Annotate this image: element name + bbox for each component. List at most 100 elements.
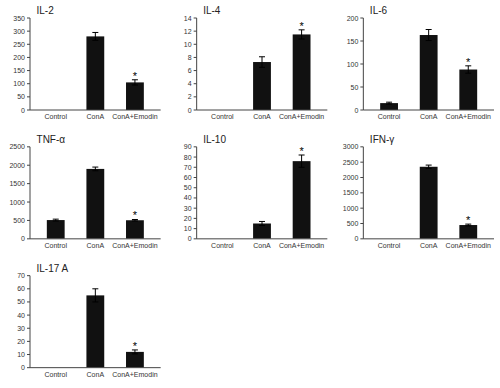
error-bar — [92, 289, 98, 302]
x-axis — [30, 110, 161, 111]
x-tick-label: ConA+Emodin — [112, 113, 157, 120]
x-tick-label: Control — [211, 242, 234, 249]
x-axis — [30, 238, 161, 239]
annotation: * — [133, 209, 138, 221]
y-tick-label: 50 — [17, 93, 25, 100]
y-tick-label: 500 — [347, 220, 359, 227]
y-axis — [196, 147, 197, 239]
y-tick-label: 50 — [184, 184, 192, 191]
panel-title: IFN-γ — [370, 134, 394, 145]
y-tick-label: 1000 — [343, 205, 359, 212]
panel-title: IL-4 — [203, 5, 221, 16]
y-tick-label: 200 — [13, 54, 25, 61]
y-tick-label: 50 — [351, 84, 359, 91]
y-tick-label: 2 — [188, 93, 192, 100]
y-axis — [30, 276, 31, 368]
bar — [420, 35, 438, 110]
x-tick-label: Control — [44, 242, 67, 249]
y-tick-label: 80 — [184, 154, 192, 161]
x-tick-label: Control — [44, 371, 67, 378]
annotation: * — [299, 20, 304, 32]
y-tick-label: 6 — [188, 67, 192, 74]
bar — [459, 225, 477, 239]
x-tick-label: ConA — [87, 371, 105, 378]
y-tick-label: 500 — [13, 217, 25, 224]
plot-area — [253, 155, 310, 239]
plot-area — [47, 167, 144, 239]
y-tick-label: 4 — [188, 80, 192, 87]
annotation: * — [133, 340, 138, 352]
annotation: * — [133, 70, 138, 82]
y-tick-label: 8 — [188, 54, 192, 61]
panel: TNF-α05001000150020002500*ControlConACon… — [9, 134, 160, 249]
y-axis — [196, 18, 197, 110]
panel: IL-402468101214*ControlConAConA+Emodin — [184, 5, 327, 120]
y-tick-label: 250 — [13, 41, 25, 48]
y-tick-label: 1000 — [9, 199, 25, 206]
bar — [459, 70, 477, 110]
y-tick-label: 300 — [13, 28, 25, 35]
y-tick-label: 40 — [17, 312, 25, 319]
x-tick-label: ConA — [420, 242, 438, 249]
y-axis — [363, 18, 364, 110]
x-axis — [197, 238, 328, 239]
x-tick-label: Control — [44, 113, 67, 120]
y-axis — [363, 147, 364, 239]
bar — [126, 82, 144, 110]
y-tick-label: 50 — [17, 298, 25, 305]
bar — [253, 224, 271, 239]
plot-area — [86, 289, 143, 368]
bar — [293, 34, 311, 110]
y-tick-label: 10 — [17, 351, 25, 358]
y-tick-label: 2000 — [9, 162, 25, 169]
annotation: * — [299, 145, 304, 157]
bar — [86, 169, 104, 239]
panel-title: IL-6 — [370, 5, 388, 16]
bar — [253, 62, 271, 110]
y-tick-label: 1500 — [9, 180, 25, 187]
panel: IL-2050100150200250300350*ControlConACon… — [13, 5, 160, 120]
y-tick-label: 0 — [21, 235, 25, 242]
y-tick-label: 3000 — [343, 143, 359, 150]
x-tick-label: ConA+Emodin — [279, 242, 324, 249]
x-tick-label: ConA — [87, 113, 105, 120]
y-tick-label: 0 — [21, 364, 25, 371]
bar — [47, 220, 65, 239]
y-tick-label: 90 — [184, 143, 192, 150]
figure: IL-2050100150200250300350*ControlConACon… — [0, 0, 500, 388]
y-tick-label: 12 — [184, 28, 192, 35]
x-axis — [363, 238, 494, 239]
plot-area — [380, 30, 477, 111]
panel-title: IL-17 A — [37, 263, 69, 274]
x-axis — [30, 367, 161, 368]
x-axis — [363, 110, 494, 111]
x-tick-label: ConA — [87, 242, 105, 249]
y-tick-label: 0 — [354, 235, 358, 242]
y-tick-label: 20 — [17, 338, 25, 345]
y-tick-label: 200 — [347, 15, 359, 22]
y-tick-label: 10 — [184, 41, 192, 48]
y-tick-label: 30 — [184, 205, 192, 212]
plot-area — [253, 30, 310, 110]
y-tick-label: 350 — [13, 15, 25, 22]
y-tick-label: 150 — [13, 67, 25, 74]
y-tick-label: 2500 — [343, 159, 359, 166]
x-tick-label: ConA+Emodin — [446, 113, 491, 120]
y-tick-label: 1500 — [343, 189, 359, 196]
x-tick-label: Control — [378, 242, 401, 249]
y-tick-label: 40 — [184, 194, 192, 201]
error-bar — [92, 167, 98, 171]
x-tick-label: ConA+Emodin — [112, 242, 157, 249]
panel: IL-17 A010203040506070*ControlConAConA+E… — [17, 263, 160, 378]
error-bar — [386, 102, 392, 104]
panel-title: IL-2 — [37, 5, 55, 16]
error-bar — [426, 165, 432, 168]
y-tick-label: 70 — [17, 272, 25, 279]
y-tick-label: 0 — [354, 107, 358, 114]
y-tick-label: 0 — [21, 107, 25, 114]
x-tick-label: ConA — [253, 242, 271, 249]
x-tick-label: ConA+Emodin — [446, 242, 491, 249]
y-tick-label: 150 — [347, 38, 359, 45]
panel-title: TNF-α — [37, 134, 66, 145]
panel-title: IL-10 — [203, 134, 226, 145]
